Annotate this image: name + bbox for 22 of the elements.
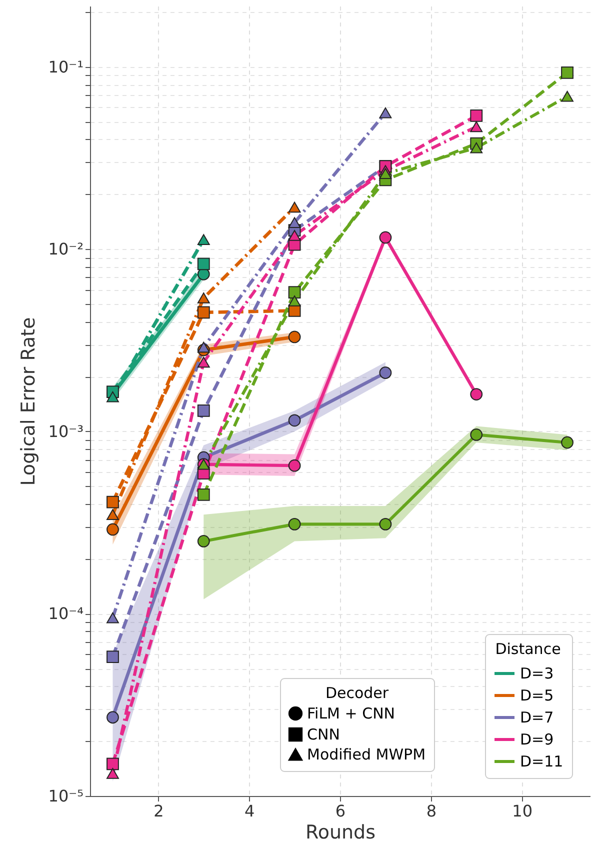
legend-label: D=7 bbox=[520, 708, 554, 726]
legend-label: D=11 bbox=[520, 752, 564, 770]
annotation: Decoder bbox=[325, 684, 390, 702]
x-axis-title: Rounds bbox=[305, 822, 376, 844]
legend-title: Distance bbox=[495, 640, 561, 658]
x-tick-label: 2 bbox=[154, 802, 164, 820]
y-tick-label: 10⁻² bbox=[48, 240, 84, 259]
y-tick-label: 10⁻⁴ bbox=[48, 604, 84, 624]
x-tick-label: 4 bbox=[244, 802, 255, 820]
y-axis-title: Logical Error Rate bbox=[17, 317, 40, 486]
x-tick-label: 8 bbox=[426, 802, 437, 820]
y-tick-label: 10⁻⁵ bbox=[48, 786, 84, 806]
legend-label: D=9 bbox=[520, 730, 554, 748]
x-tick-label: 10 bbox=[512, 802, 532, 820]
annotation: CNN bbox=[307, 726, 340, 744]
legend-label: D=5 bbox=[520, 686, 554, 704]
annotation: FiLM + CNN bbox=[307, 704, 396, 722]
y-tick-label: 10⁻¹ bbox=[48, 57, 84, 76]
legend-label: D=3 bbox=[520, 664, 554, 682]
x-tick-label: 6 bbox=[335, 802, 346, 820]
annotation: Modified MWPM bbox=[307, 746, 426, 764]
y-tick-label: 10⁻³ bbox=[48, 422, 84, 441]
